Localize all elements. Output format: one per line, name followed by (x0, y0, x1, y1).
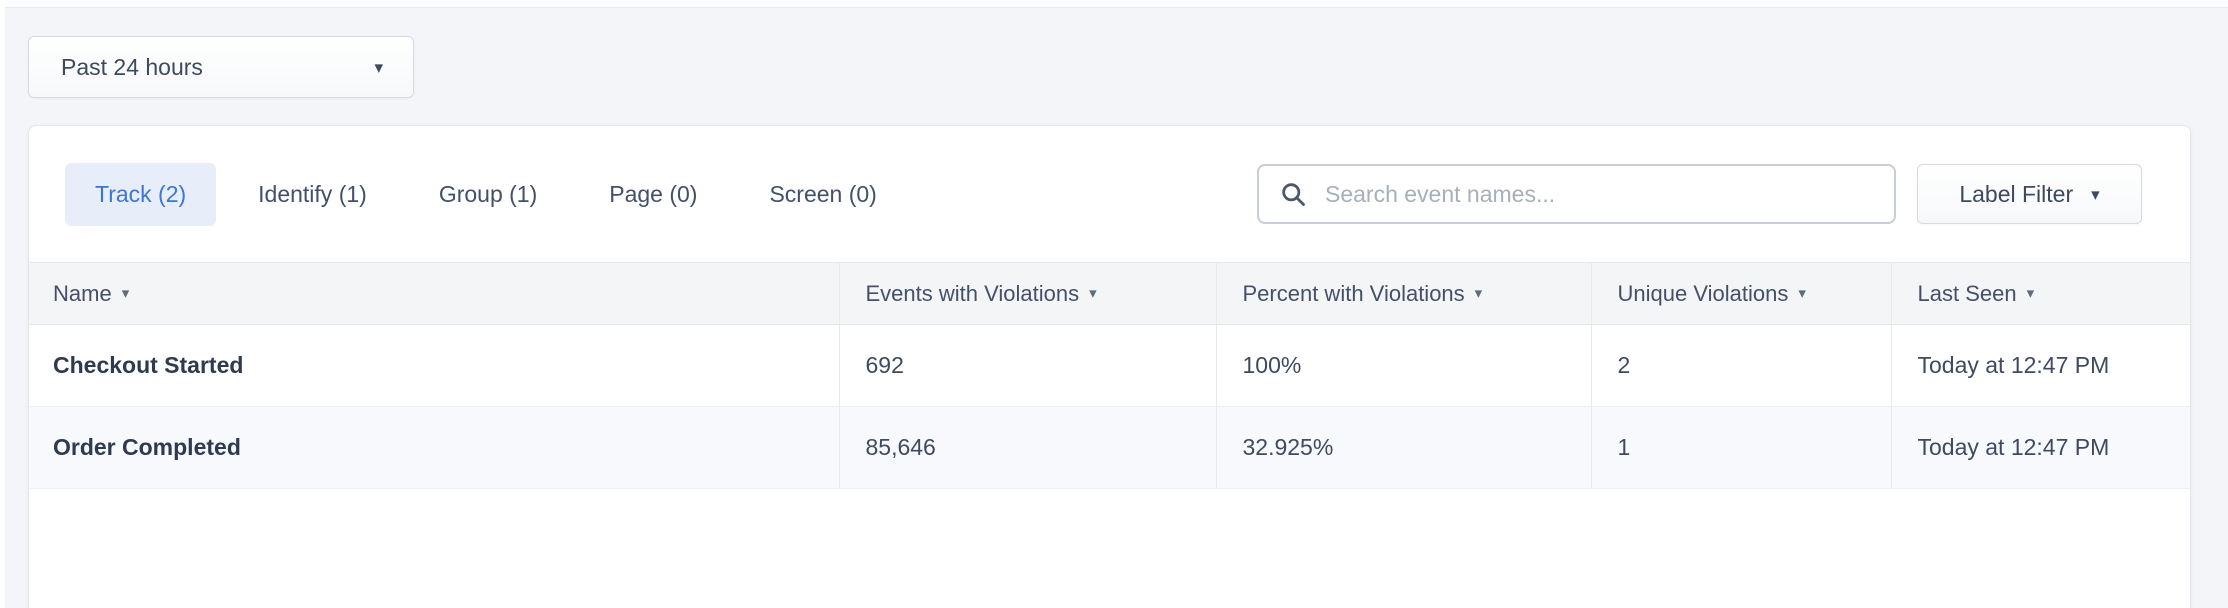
unique-violations-cell: 1 (1590, 406, 1891, 489)
sort-caret-icon: ▾ (1798, 284, 1806, 302)
chevron-down-icon: ▾ (374, 57, 383, 77)
unique-violations-cell: 2 (1590, 324, 1891, 407)
toolbar: Track (2) Identify (1) Group (1) Page (0… (29, 126, 2190, 262)
table-header-row: Name ▾ Events with Violations ▾ Percent wi… (29, 262, 2190, 325)
column-header-label: Last Seen (1917, 280, 2017, 306)
column-header-unique-violations[interactable]: Unique Violations ▾ (1590, 262, 1891, 325)
search-icon (1282, 183, 1305, 206)
tab-track[interactable]: Track (2) (65, 162, 217, 226)
column-header-name[interactable]: Name ▾ (29, 262, 839, 325)
violations-card: Track (2) Identify (1) Group (1) Page (0… (28, 125, 2191, 608)
violations-table: Name ▾ Events with Violations ▾ Percent wi… (29, 262, 2190, 489)
sort-caret-icon: ▾ (1089, 284, 1097, 302)
time-range-dropdown[interactable]: Past 24 hours ▾ (28, 36, 414, 98)
sort-caret-icon: ▾ (1474, 284, 1483, 302)
table-row-order-completed[interactable]: Order Completed 85,646 32.925% 1 Today a… (29, 406, 2190, 489)
column-header-label: Percent with Violations (1242, 280, 1465, 306)
column-header-percent-with-violations[interactable]: Percent with Violations ▾ (1215, 262, 1591, 325)
percent-with-violations-cell: 32.925% (1215, 406, 1591, 489)
label-filter-dropdown[interactable]: Label Filter ▾ (1917, 164, 2142, 224)
event-type-tabs: Track (2) Identify (1) Group (1) Page (0… (65, 162, 907, 226)
chevron-down-icon: ▾ (2091, 184, 2100, 204)
column-header-label: Name (53, 280, 112, 306)
last-seen-cell: Today at 12:47 PM (1890, 406, 2190, 489)
event-name-cell[interactable]: Order Completed (29, 406, 839, 489)
event-name-cell[interactable]: Checkout Started (29, 324, 839, 407)
column-header-label: Unique Violations (1617, 280, 1789, 306)
column-header-events-with-violations[interactable]: Events with Violations ▾ (838, 262, 1216, 325)
last-seen-cell: Today at 12:47 PM (1890, 324, 2190, 407)
left-page-edge (0, 0, 5, 608)
tab-screen[interactable]: Screen (0) (769, 180, 877, 207)
table-row-checkout-started[interactable]: Checkout Started 692 100% 2 Today at 12:… (29, 324, 2190, 407)
sort-caret-icon: ▾ (121, 284, 130, 302)
top-edge-divider (0, 0, 2228, 8)
column-header-last-seen[interactable]: Last Seen ▾ (1890, 262, 2190, 325)
percent-with-violations-cell: 100% (1215, 324, 1591, 407)
label-filter-label: Label Filter (1959, 180, 2074, 207)
search-box[interactable] (1257, 164, 1896, 224)
search-input[interactable] (1323, 179, 1874, 209)
tab-identify[interactable]: Identify (1) (258, 180, 367, 207)
column-header-label: Events with Violations (865, 280, 1080, 306)
events-with-violations-cell: 692 (838, 324, 1216, 407)
tab-group[interactable]: Group (1) (438, 180, 538, 207)
sort-caret-icon: ▾ (2026, 284, 2035, 302)
events-with-violations-cell: 85,646 (838, 406, 1216, 489)
time-range-label: Past 24 hours (61, 53, 203, 80)
tab-page[interactable]: Page (0) (609, 180, 698, 207)
